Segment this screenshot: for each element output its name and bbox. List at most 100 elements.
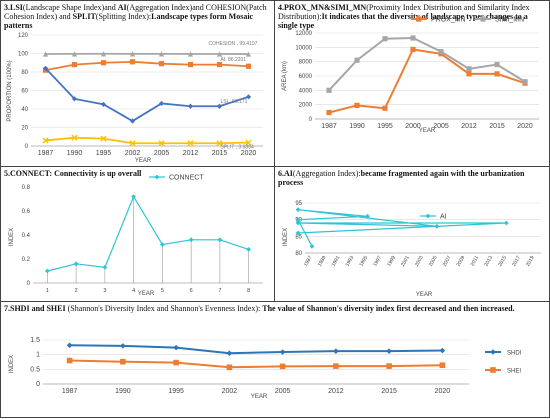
data-point — [246, 64, 251, 69]
x-tick-label: 2002 — [125, 150, 141, 157]
y-tick-label: 0.6 — [22, 209, 31, 215]
x-tick-label: 2005 — [154, 150, 170, 157]
data-point — [326, 110, 331, 115]
y-tick-label: 60 — [21, 89, 28, 95]
x-tick-label: 2009 — [456, 255, 467, 268]
data-point — [494, 71, 499, 76]
data-point — [45, 269, 50, 274]
x-tick-label: 1991 — [331, 255, 342, 268]
data-point — [333, 348, 339, 354]
data-point — [386, 348, 392, 354]
y-axis-title: INDEX — [9, 228, 15, 246]
data-point — [280, 364, 286, 370]
panel-prox-simi: 4.PROX_MN&SIMI_MN(Proximity Index Distri… — [274, 0, 550, 167]
y-tick-label: 0.4 — [22, 233, 31, 239]
x-tick-label: 1999 — [386, 255, 397, 268]
data-point — [494, 62, 499, 67]
x-tick-label: 5 — [161, 288, 164, 294]
x-tick-label: 2013 — [483, 255, 494, 268]
x-tick-label: 4 — [132, 288, 135, 294]
data-point — [173, 360, 179, 366]
x-tick-label: 2005 — [428, 255, 439, 268]
data-point — [326, 88, 331, 93]
x-tick-label: 1990 — [115, 388, 131, 395]
y-tick-label: 120 — [18, 33, 29, 39]
chart-ai: 8085909519871989199119931995199719992001… — [275, 167, 550, 303]
x-tick-label: 1990 — [349, 123, 365, 130]
y-tick-label: 4000 — [299, 88, 313, 94]
series-line — [298, 210, 506, 247]
data-point — [354, 103, 359, 108]
x-tick-label: 1987 — [38, 150, 54, 157]
data-point — [227, 364, 233, 370]
x-tick-label: 2001 — [400, 255, 411, 268]
x-tick-label: 2020 — [517, 123, 533, 130]
data-point — [310, 244, 315, 249]
y-tick-label: 0 — [36, 381, 40, 388]
x-tick-label: 2015 — [489, 123, 505, 130]
x-axis-title: YEAR — [138, 291, 155, 297]
legend-label: AI — [440, 214, 447, 221]
data-point — [102, 265, 107, 270]
x-tick-label: 2020 — [241, 150, 257, 157]
x-tick-label: 1995 — [377, 123, 393, 130]
x-tick-label: 2012 — [183, 150, 199, 157]
panel-shdi-shei: 7.SHDI and SHEI (Shannon's Diversity Ind… — [0, 301, 550, 418]
x-axis-title: YEAR — [416, 292, 433, 298]
data-point — [466, 71, 471, 76]
x-axis-title: YEAR — [135, 158, 152, 164]
x-tick-label: 1987 — [62, 388, 78, 395]
legend-marker — [155, 175, 160, 180]
data-point — [296, 207, 301, 212]
data-point — [120, 343, 126, 349]
legend-marker — [416, 16, 421, 21]
x-tick-label: 2019 — [525, 255, 536, 268]
x-tick-label: 2003 — [414, 255, 425, 268]
y-tick-label: 2000 — [299, 103, 313, 109]
y-tick-label: 0.5 — [30, 366, 40, 373]
x-tick-label: 1995 — [358, 255, 369, 268]
x-tick-label: 2012 — [461, 123, 477, 130]
x-tick-label: 1990 — [67, 150, 83, 157]
data-point — [386, 363, 392, 369]
data-point — [67, 358, 73, 364]
data-point — [130, 59, 135, 64]
x-tick-label: 2007 — [442, 255, 453, 268]
y-tick-label: 1 — [36, 352, 40, 359]
panel-ai: 6.AI(Aggregation Index):became fragmente… — [274, 166, 550, 302]
x-tick-label: 2011 — [470, 255, 481, 268]
y-axis-title: INDEX — [9, 355, 15, 373]
data-point — [188, 62, 193, 67]
y-axis-title: AREA (km) — [282, 61, 288, 91]
series-line — [70, 345, 443, 353]
data-point — [382, 36, 387, 41]
data-point — [434, 224, 439, 229]
data-point — [120, 359, 126, 365]
x-tick-label: 3 — [103, 288, 106, 294]
x-tick-label: 2017 — [511, 255, 522, 268]
x-tick-label: 2015 — [497, 255, 508, 268]
series-line — [47, 197, 248, 271]
data-point — [410, 35, 415, 40]
x-tick-label: 2012 — [328, 388, 344, 395]
data-label: LSI , 53.171 — [221, 99, 248, 105]
data-point — [522, 79, 527, 84]
data-point — [280, 349, 286, 355]
data-point — [382, 106, 387, 111]
data-label: COHESION , 99.4107 — [209, 41, 258, 47]
data-point — [504, 221, 509, 226]
legend-label: SIMI_MN — [495, 17, 524, 24]
data-point — [440, 362, 446, 368]
x-tick-label: 1987 — [321, 123, 337, 130]
legend-label: PROX_MN — [431, 17, 466, 24]
x-tick-label: 2020 — [435, 388, 451, 395]
x-tick-label: 1993 — [345, 255, 356, 268]
x-axis-title: YEAR — [251, 394, 268, 400]
legend-marker — [490, 349, 496, 355]
x-tick-label: 7 — [218, 288, 221, 294]
